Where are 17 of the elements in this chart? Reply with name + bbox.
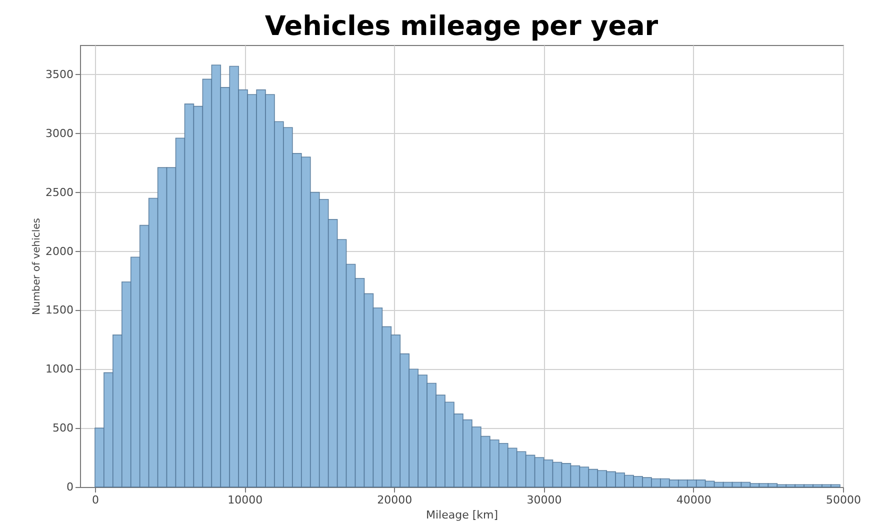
x-tick-label: 50000 — [826, 494, 861, 506]
x-tick-label: 0 — [92, 494, 99, 506]
y-tick-label: 0 — [66, 480, 74, 494]
x-tick-label: 20000 — [377, 494, 412, 506]
y-tick-label: 2500 — [46, 186, 74, 199]
x-tick-label: 40000 — [676, 494, 712, 506]
y-tick-label: 500 — [52, 422, 74, 435]
chart-title: Vehicles mileage per year — [264, 11, 659, 42]
x-axis-title: Mileage [km] — [426, 508, 498, 522]
y-tick-label: 1000 — [46, 362, 74, 376]
y-tick-label: 3500 — [46, 68, 74, 81]
x-tick-label: 10000 — [228, 494, 263, 506]
x-tick-label: 30000 — [526, 494, 562, 506]
y-tick-label: 3000 — [46, 126, 74, 140]
y-tick-label: 2000 — [46, 244, 74, 258]
y-tick-label: 1500 — [46, 304, 74, 317]
y-axis-title: Number of vehicles — [32, 218, 43, 315]
